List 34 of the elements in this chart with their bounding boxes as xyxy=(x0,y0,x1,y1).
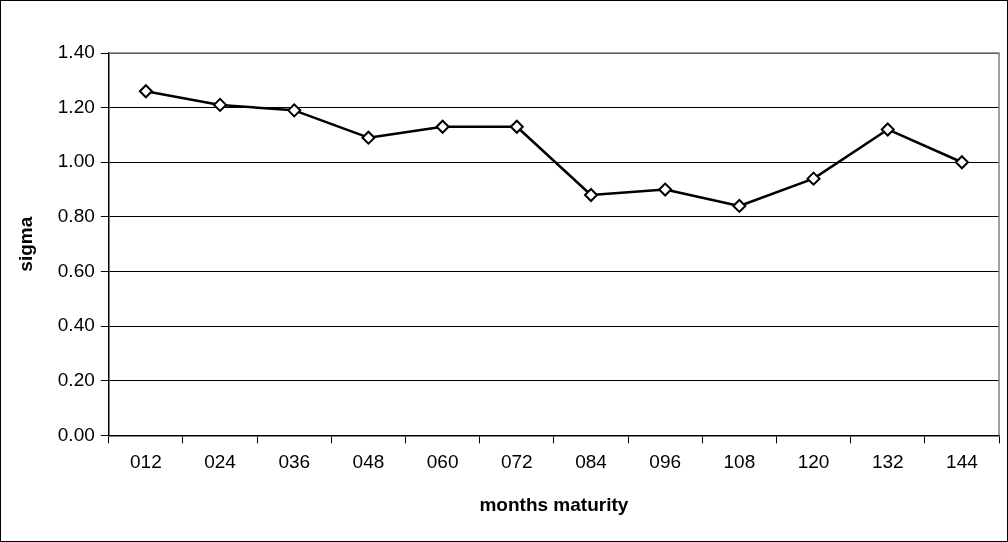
x-tick-label: 060 xyxy=(426,451,459,473)
point xyxy=(658,182,673,197)
x-tick-label: 120 xyxy=(797,451,830,473)
y-tick-label: 0.00 xyxy=(57,423,95,445)
point xyxy=(138,84,153,99)
point xyxy=(806,171,821,186)
point xyxy=(287,103,302,118)
point xyxy=(954,155,969,170)
x-tick-label: 012 xyxy=(130,451,162,473)
point xyxy=(435,119,450,134)
point xyxy=(213,97,228,112)
x-tick-label: 144 xyxy=(946,451,979,473)
x-tick-label: 048 xyxy=(352,451,385,473)
x-tick-label: 084 xyxy=(575,451,608,473)
x-tick-label: 024 xyxy=(204,451,237,473)
y-tick-label: 0.20 xyxy=(57,369,95,391)
x-tick-label: 132 xyxy=(871,451,904,473)
y-tick-label: 0.60 xyxy=(57,259,95,281)
y-tick-label: 1.40 xyxy=(57,41,95,63)
point xyxy=(880,122,895,137)
y-axis-title: sigma xyxy=(14,216,36,272)
point xyxy=(732,198,747,213)
x-tick-label: 036 xyxy=(278,451,311,473)
y-tick-label: 0.40 xyxy=(57,314,95,336)
x-tick-label: 096 xyxy=(649,451,682,473)
x-tick-label: 108 xyxy=(723,451,756,473)
point xyxy=(509,119,524,134)
x-axis-title: months maturity xyxy=(479,493,629,515)
x-tick-label: 072 xyxy=(500,451,533,473)
y-tick-label: 1.20 xyxy=(57,95,95,117)
point xyxy=(583,188,598,203)
y-tick-label: 0.80 xyxy=(57,205,95,227)
point xyxy=(361,130,376,145)
y-tick-label: 1.00 xyxy=(57,150,95,172)
